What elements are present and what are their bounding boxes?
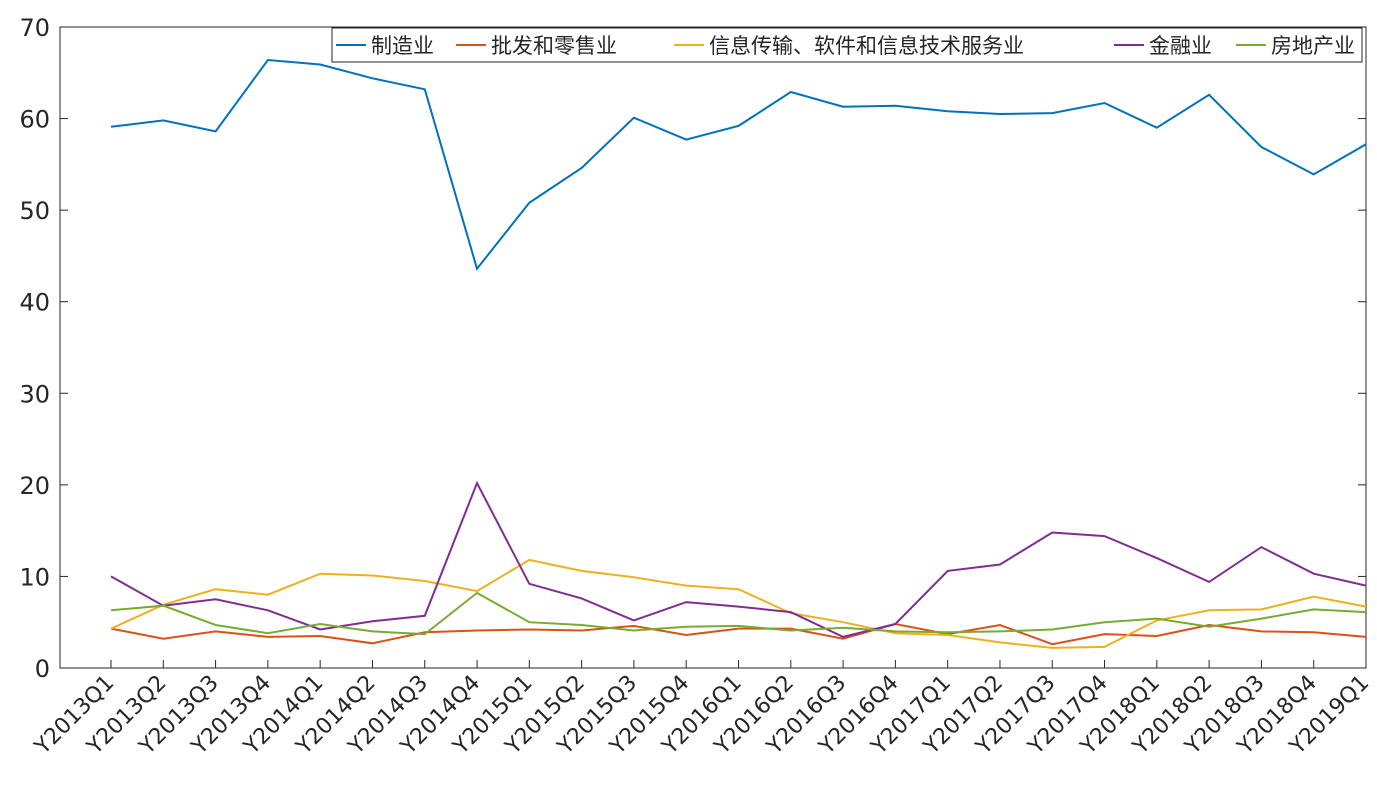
y-tick-label: 60 [19,106,50,134]
series-line-3 [110,480,1367,638]
legend-label-2: 信息传输、软件和信息技术服务业 [709,34,1024,58]
series-lines [110,58,1367,649]
legend-label-1: 批发和零售业 [491,34,617,58]
y-tick-label: 40 [19,289,50,317]
legend-label-3: 金融业 [1149,34,1212,58]
series-line-0 [110,58,1367,271]
legend-box [331,27,1363,63]
axes: 010203040506070Y2013Q1Y2013Q2Y2013Q3Y201… [19,14,1374,760]
legend: 制造业 批发和零售业 信息传输、软件和信息技术服务业 金融业 房地产业 [331,27,1363,63]
plot-box [59,26,1367,669]
y-tick-label: 10 [19,563,50,591]
series-line-4 [110,591,1367,636]
y-tick-label: 20 [19,472,50,500]
y-tick-label: 70 [19,14,50,42]
y-tick-label: 30 [19,380,50,408]
legend-label-0: 制造业 [371,34,434,58]
series-line-1 [110,622,1367,646]
y-tick-label: 50 [19,197,50,225]
series-line-2 [110,558,1367,649]
legend-label-4: 房地产业 [1271,34,1355,58]
y-tick-label: 0 [35,655,50,683]
